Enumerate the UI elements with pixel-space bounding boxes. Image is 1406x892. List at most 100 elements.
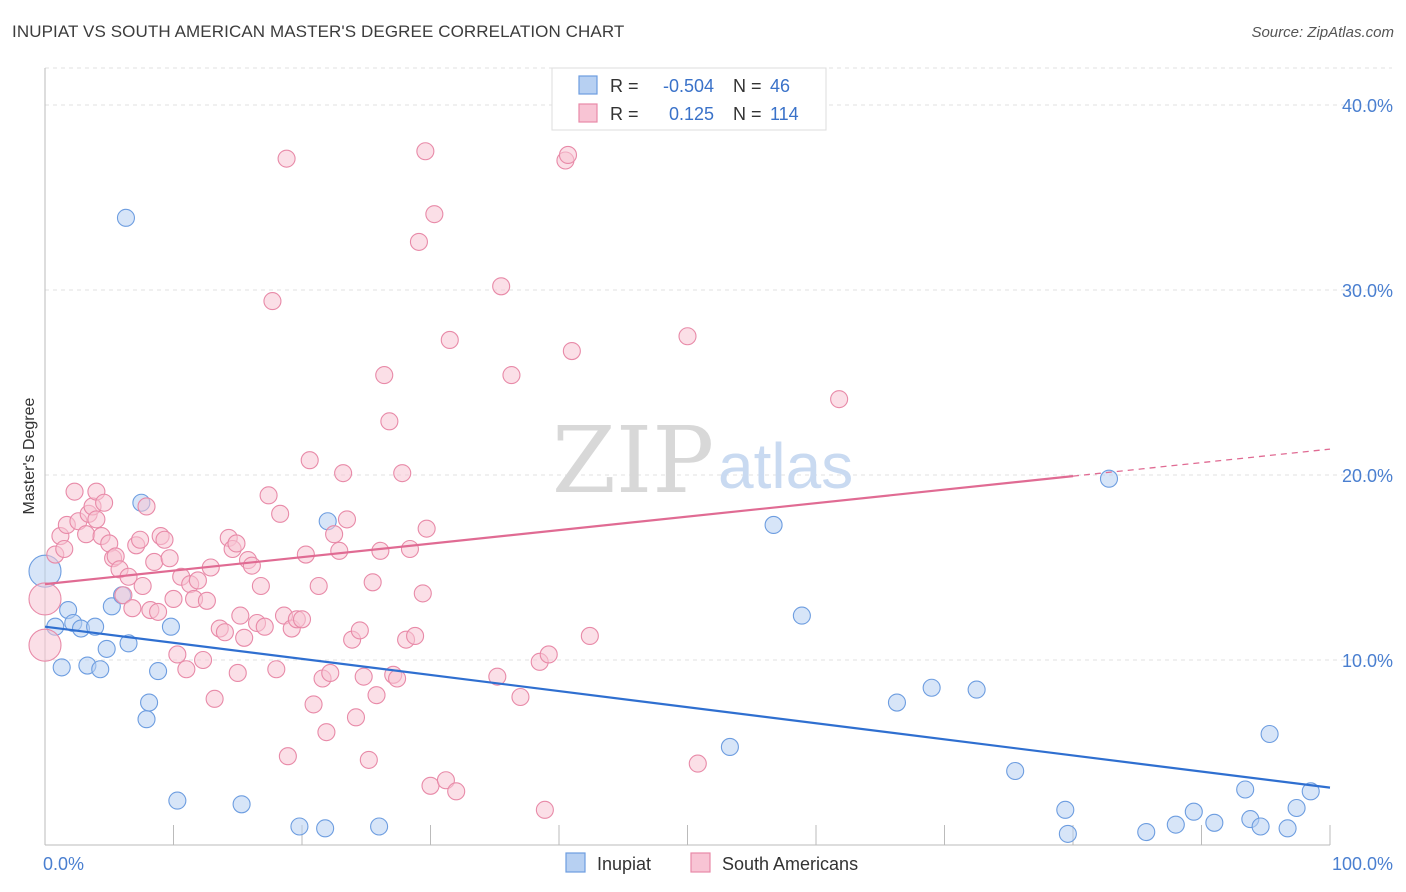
point-south-americans — [177, 660, 196, 679]
point-south-americans — [334, 464, 353, 483]
point-south-americans — [231, 606, 250, 625]
point-inupiat — [52, 658, 71, 677]
legend-n-label: N = — [733, 76, 762, 96]
point-inupiat — [1301, 782, 1320, 801]
point-south-americans — [417, 519, 436, 538]
point-south-americans — [242, 556, 261, 575]
legend-row-south-americans: R = 0.125 N = 114 — [578, 103, 799, 124]
legend-box — [551, 67, 827, 131]
point-south-americans — [123, 599, 142, 618]
point-south-americans — [65, 482, 84, 501]
point-south-americans — [251, 576, 270, 596]
trend-line-south-americans — [44, 475, 1074, 586]
bottom-legend-swatch-south-americans — [690, 852, 711, 873]
point-inupiat — [86, 617, 105, 636]
point-south-americans — [416, 142, 435, 161]
point-south-americans — [359, 750, 378, 769]
point-inupiat — [97, 639, 116, 658]
bottom-legend: Inupiat South Americans — [565, 852, 858, 874]
y-tick-label: 40.0% — [1342, 96, 1393, 116]
point-south-americans — [155, 530, 174, 549]
point-south-americans — [562, 341, 581, 361]
point-south-americans — [337, 510, 357, 529]
point-inupiat — [1251, 817, 1270, 836]
point-south-americans — [363, 573, 382, 592]
point-inupiat — [1205, 813, 1224, 832]
point-south-americans — [678, 327, 697, 346]
bottom-legend-label-south-americans: South Americans — [722, 854, 858, 874]
point-south-americans — [197, 591, 216, 610]
point-south-americans — [447, 782, 466, 801]
point-south-americans — [259, 486, 278, 505]
point-south-americans — [278, 747, 297, 766]
trend-line-inupiat — [44, 625, 1331, 789]
point-south-americans — [87, 510, 106, 529]
legend-swatch-south-americans — [578, 103, 598, 123]
point-south-americans — [325, 525, 344, 544]
point-south-americans — [296, 545, 315, 564]
point-south-americans — [488, 667, 507, 686]
point-inupiat — [1137, 822, 1156, 842]
point-south-americans — [215, 623, 234, 642]
point-inupiat — [140, 693, 159, 712]
point-inupiat — [91, 660, 110, 679]
point-south-americans — [330, 541, 349, 560]
point-south-americans — [400, 539, 419, 559]
point-south-americans — [300, 451, 319, 470]
point-south-americans — [227, 534, 246, 553]
legend-r-value: 0.125 — [669, 104, 714, 124]
point-inupiat — [922, 678, 941, 697]
point-south-americans — [580, 626, 599, 646]
y-tick-label: 20.0% — [1342, 466, 1393, 486]
x-tick-label: 100.0% — [1332, 854, 1393, 874]
point-south-americans — [28, 582, 62, 616]
point-inupiat — [161, 617, 180, 636]
point-south-americans — [133, 576, 152, 596]
point-inupiat — [1260, 724, 1279, 744]
point-inupiat — [1058, 824, 1077, 843]
point-south-americans — [367, 686, 386, 705]
watermark-atlas: atlas — [718, 430, 853, 502]
point-inupiat — [1184, 802, 1203, 821]
point-south-americans — [688, 754, 707, 773]
point-south-americans — [317, 723, 336, 742]
point-south-americans — [511, 687, 530, 707]
point-inupiat — [792, 606, 811, 625]
point-south-americans — [304, 695, 323, 714]
point-inupiat — [1006, 761, 1025, 781]
point-inupiat — [102, 597, 121, 616]
point-inupiat — [168, 791, 187, 810]
point-south-americans — [149, 602, 168, 621]
point-inupiat — [116, 208, 136, 227]
point-inupiat — [1278, 819, 1297, 838]
point-inupiat — [764, 515, 783, 535]
point-south-americans — [277, 149, 296, 168]
point-south-americans — [267, 660, 286, 679]
point-south-americans — [558, 145, 578, 164]
point-south-americans — [409, 232, 428, 251]
point-inupiat — [370, 817, 389, 836]
point-south-americans — [137, 497, 156, 516]
point-south-americans — [309, 576, 328, 596]
point-south-americans — [440, 330, 459, 350]
point-south-americans — [205, 689, 224, 708]
legend-n-value: 114 — [770, 104, 799, 124]
point-south-americans — [164, 589, 183, 609]
point-south-americans — [168, 645, 187, 664]
x-tick-label: 0.0% — [43, 854, 84, 874]
point-inupiat — [967, 680, 986, 699]
point-south-americans — [354, 667, 373, 686]
watermark-zip: ZIP — [552, 407, 714, 514]
point-south-americans — [160, 549, 179, 568]
point-inupiat — [887, 693, 907, 712]
legend-r-value: -0.504 — [663, 76, 714, 96]
point-south-americans — [492, 277, 511, 296]
legend: R = -0.504 N = 46 R = 0.125 N = 114 — [551, 67, 827, 131]
point-south-americans — [188, 571, 207, 590]
chart-title: INUPIAT VS SOUTH AMERICAN MASTER'S DEGRE… — [12, 22, 625, 41]
point-inupiat — [232, 795, 251, 814]
point-inupiat — [1166, 815, 1185, 834]
point-south-americans — [55, 539, 74, 559]
point-south-americans — [114, 586, 133, 605]
